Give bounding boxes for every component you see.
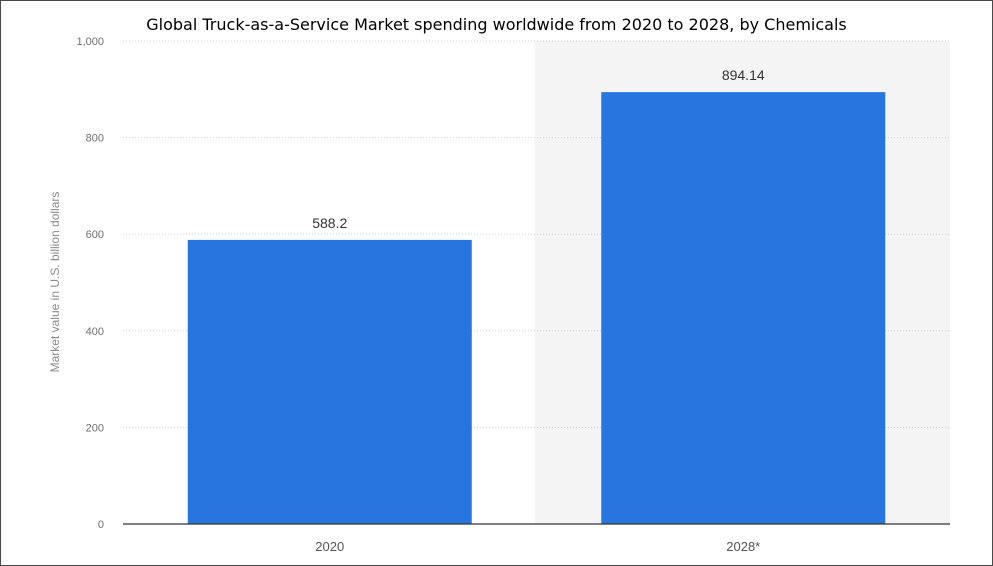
bar xyxy=(187,239,472,524)
y-tick-label: 800 xyxy=(86,133,104,145)
y-tick-label: 600 xyxy=(86,229,104,241)
y-tick-label: 0 xyxy=(98,519,104,531)
bar xyxy=(601,92,886,525)
y-tick-labels: 0 200 400 600 800 1,000 xyxy=(76,36,104,531)
x-tick-label: 2028* xyxy=(726,539,760,554)
data-label: 588.2 xyxy=(312,215,347,231)
bars xyxy=(187,92,886,525)
chart-title: Global Truck-as-a-Service Market spendin… xyxy=(146,15,847,34)
x-tick-label: 2020 xyxy=(315,539,344,554)
x-tick-labels: 2020 2028* xyxy=(315,539,760,554)
y-tick-label: 1,000 xyxy=(76,36,104,48)
y-tick-label: 400 xyxy=(86,326,104,338)
data-label: 894.14 xyxy=(722,67,765,83)
data-labels: 588.2 894.14 xyxy=(312,67,765,231)
y-tick-label: 200 xyxy=(86,422,104,434)
y-axis-label: Market value in U.S. billion dollars xyxy=(48,192,62,373)
